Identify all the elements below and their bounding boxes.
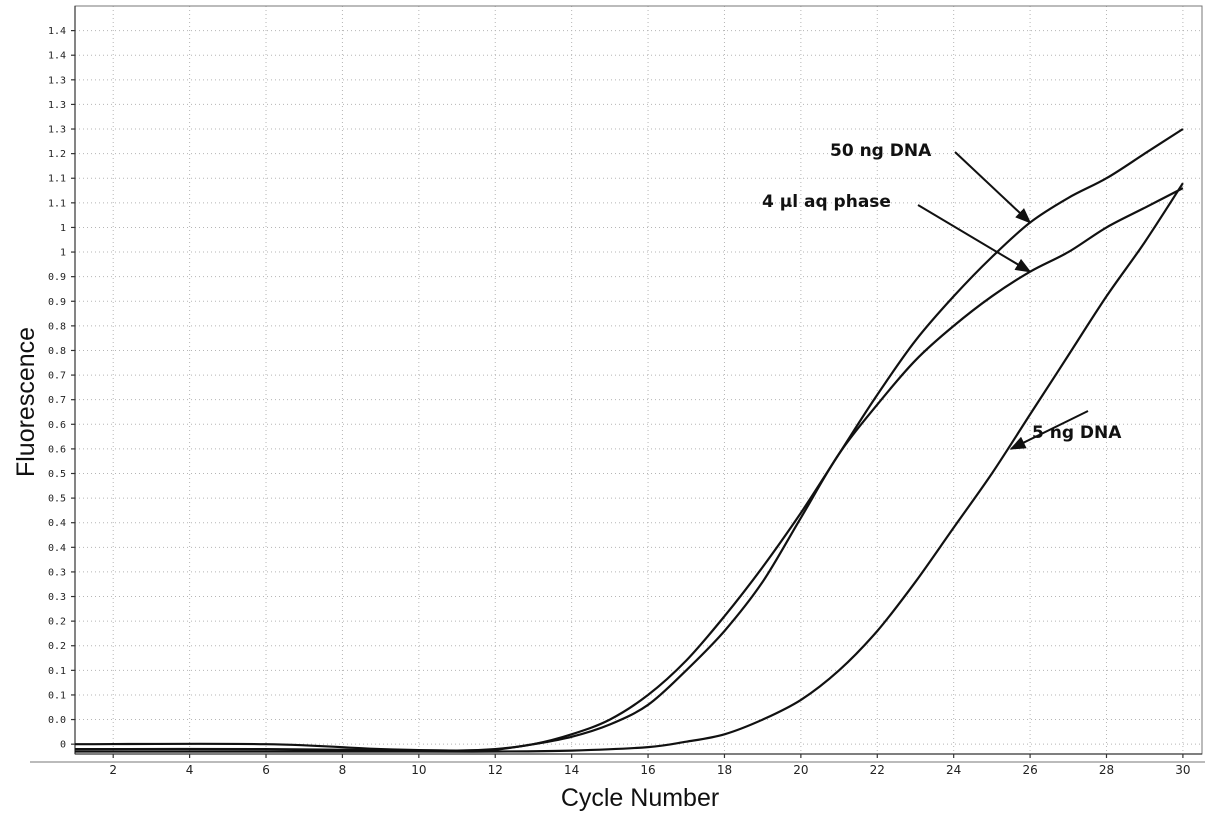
- y-tick-label: 1.2: [48, 149, 66, 160]
- series-line: [74, 182, 1184, 753]
- y-tick-label: 0.8: [48, 346, 66, 357]
- x-tick-label: 6: [262, 763, 270, 777]
- x-axis-title: Cycle Number: [561, 784, 719, 812]
- y-tick-label: 0.2: [48, 617, 66, 628]
- y-tick-label: 0.9: [48, 272, 66, 283]
- grid: [75, 6, 1202, 754]
- plot-frame: [74, 5, 1203, 755]
- x-tick-label: 26: [1022, 763, 1037, 777]
- y-ticks: 0 0.0 0.1 0.1 0.2 0.2 0.3 0.3 0.4 0.4 0.5 0.5 0.6 0.6…: [48, 26, 75, 751]
- x-tick-label: 24: [946, 763, 961, 777]
- y-tick-label: 0.6: [48, 444, 66, 455]
- y-tick-label: 1.3: [48, 100, 66, 111]
- x-tick-label: 4: [186, 763, 194, 777]
- y-tick-label: 1.1: [48, 174, 66, 185]
- x-tick-label: 16: [640, 763, 655, 777]
- y-axis-title: Fluorescence: [12, 327, 40, 477]
- x-tick-label: 12: [488, 763, 503, 777]
- x-tick-label: 30: [1175, 763, 1190, 777]
- x-tick-label: 28: [1099, 763, 1114, 777]
- y-tick-label: 0.1: [48, 690, 66, 701]
- annotation-arrow: [954, 151, 1032, 224]
- x-tick-label: 14: [564, 763, 579, 777]
- y-tick-label: 1.4: [48, 51, 66, 62]
- x-tick-label: 20: [793, 763, 808, 777]
- y-tick-label: 0.6: [48, 420, 66, 431]
- x-tick-label: 22: [870, 763, 885, 777]
- y-tick-label: 0.0: [48, 715, 66, 726]
- series-group: [74, 128, 1184, 753]
- y-tick-label: 1.4: [48, 26, 66, 37]
- x-tick-label: 10: [411, 763, 426, 777]
- y-tick-label: 1.3: [48, 125, 66, 136]
- y-tick-label: 0.2: [48, 641, 66, 652]
- y-tick-label: 0.3: [48, 592, 66, 603]
- y-tick-label: 0.9: [48, 297, 66, 308]
- annotation-label: 4 µl aq phase: [762, 192, 891, 212]
- y-tick-label: 0.5: [48, 469, 66, 480]
- annotation-arrow: [1009, 410, 1089, 450]
- y-tick-label: 1: [60, 223, 66, 234]
- x-tick-label: 18: [717, 763, 732, 777]
- y-tick-label: 1.1: [48, 198, 66, 209]
- y-tick-label: 0.4: [48, 543, 66, 554]
- y-tick-label: 0.7: [48, 371, 66, 382]
- series-line: [74, 128, 1184, 752]
- y-tick-label: 1: [60, 248, 66, 259]
- annotation-label: 50 ng DNA: [830, 141, 932, 161]
- y-tick-label: 0: [60, 740, 66, 751]
- y-tick-label: 0.5: [48, 494, 66, 505]
- annotation-arrow: [917, 204, 1032, 273]
- x-tick-label: 2: [109, 763, 117, 777]
- y-tick-label: 0.7: [48, 395, 66, 406]
- y-tick-label: 0.8: [48, 321, 66, 332]
- y-tick-label: 0.1: [48, 666, 66, 677]
- x-tick-label: 8: [339, 763, 347, 777]
- y-tick-label: 0.4: [48, 518, 66, 529]
- y-tick-label: 0.3: [48, 567, 66, 578]
- x-ticks: 2 4 6 8 10 12 14 16 18 20 22 24 26 28 30: [109, 754, 1191, 777]
- series-line: [74, 187, 1184, 752]
- y-tick-label: 1.3: [48, 75, 66, 86]
